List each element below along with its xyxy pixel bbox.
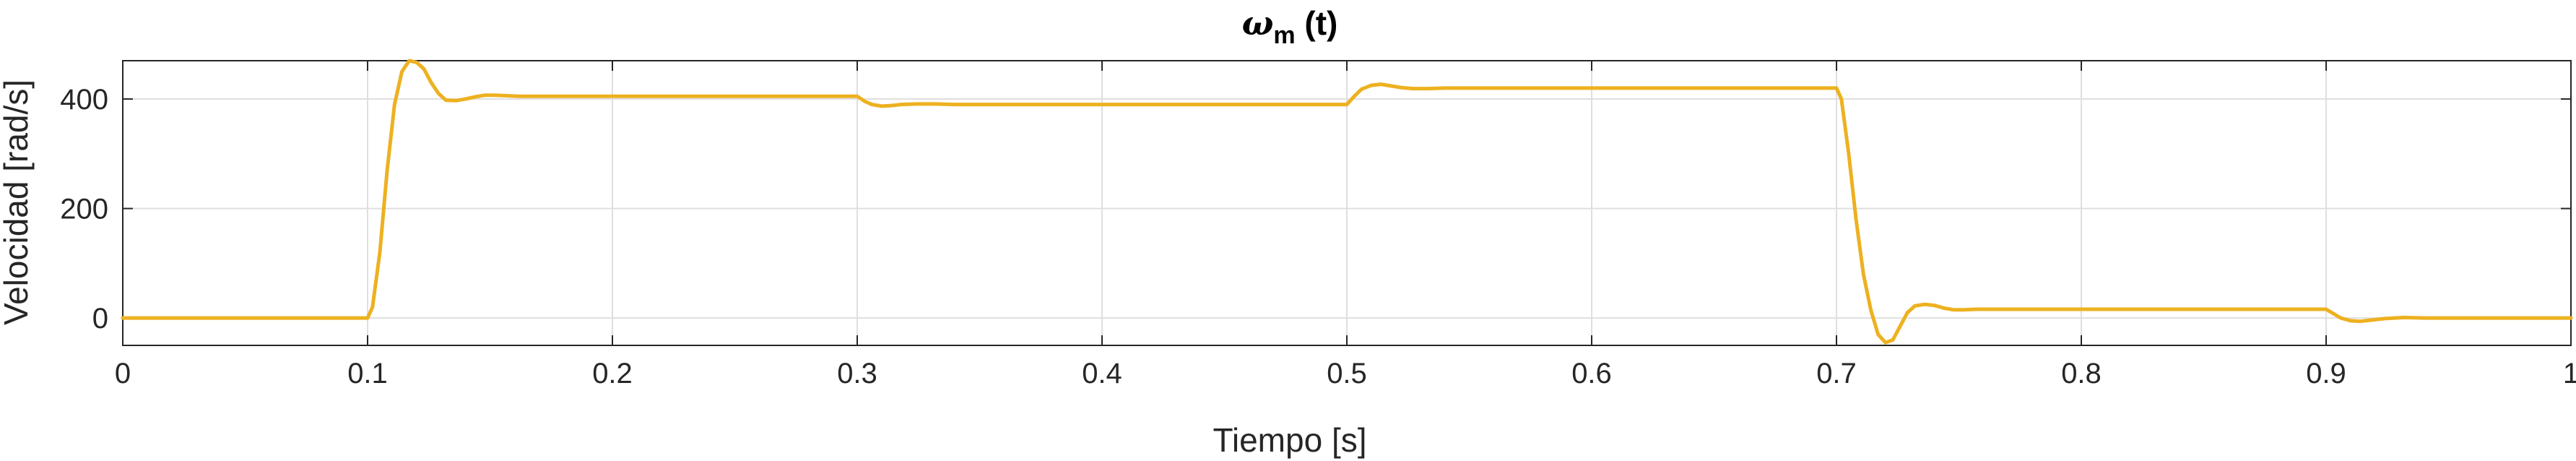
x-tick-label: 1 [2563, 358, 2576, 389]
x-axis-label: Tiempo [s] [1213, 421, 1366, 459]
x-tick-label: 0 [115, 358, 131, 389]
title-suffix: (t) [1296, 4, 1338, 42]
ticks [122, 61, 2572, 345]
series-line [121, 59, 2573, 345]
grid [123, 61, 2571, 345]
x-tick-label: 0.2 [592, 358, 633, 389]
y-tick-label: 0 [92, 303, 108, 335]
x-tick-label: 0.4 [1082, 358, 1122, 389]
y-axis-label: Velocidad [rad/s] [0, 79, 35, 325]
chart-title: ωm (t) [1242, 4, 1338, 49]
x-tick-label: 0.3 [837, 358, 877, 389]
x-tick-label: 0.6 [1571, 358, 1612, 389]
y-tick-label: 400 [60, 84, 108, 116]
y-tick-label: 200 [60, 194, 108, 225]
title-symbol: ω [1242, 4, 1274, 43]
x-tick-label: 0.9 [2306, 358, 2346, 389]
tick-labels: 0 0.1 0.2 0.3 0.4 0.5 0.6 0.7 0.8 0.9 1 0 200 400 [60, 84, 2576, 389]
x-tick-label: 0.1 [347, 358, 388, 389]
x-tick-label: 0.5 [1327, 358, 1367, 389]
x-tick-label: 0.7 [1816, 358, 1857, 389]
plot-area [121, 59, 2573, 345]
x-tick-label: 0.8 [2061, 358, 2102, 389]
title-subscript: m [1273, 22, 1295, 49]
